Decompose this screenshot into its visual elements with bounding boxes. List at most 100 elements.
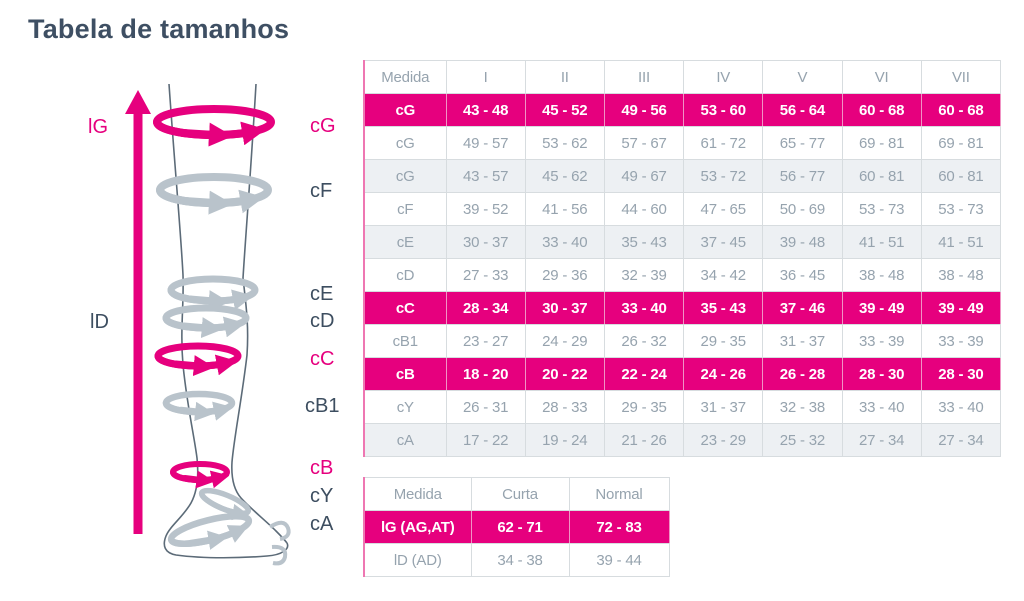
ribbon-cB [170,461,230,489]
table-row: cD 27 - 33 29 - 36 32 - 39 34 - 42 36 - … [363,258,1002,292]
size-cell: 24 - 26 [683,357,764,391]
ribbon-cB1 [162,390,236,422]
label-cG: cG [310,115,336,137]
size-cell: 34 - 38 [470,543,570,577]
size-cell: 50 - 69 [762,192,843,226]
size-cell: 39 - 52 [445,192,526,226]
size-cell: 53 - 73 [920,192,1002,226]
size-table-header-row: Medida I II III IV V VI VII [363,60,1002,94]
size-cell: 31 - 37 [762,324,843,358]
size-cell: 41 - 51 [920,225,1002,259]
size-cell: 49 - 57 [445,126,526,160]
size-cell: 26 - 31 [445,390,526,424]
size-cell: 23 - 27 [445,324,526,358]
size-cell: 69 - 81 [920,126,1002,160]
length-table-header-row: Medida Curta Normal [363,477,670,511]
size-cell: 49 - 56 [603,93,685,127]
size-cell: 33 - 39 [920,324,1002,358]
size-cell: 43 - 57 [445,159,526,193]
label-cC: cC [310,348,335,370]
row-label: cA [363,423,447,457]
col-header-normal: Normal [568,477,670,511]
length-table: Medida Curta Normal lG (AG,AT) 62 - 71 7… [363,477,670,577]
size-cell: 30 - 37 [524,291,605,325]
size-cell: 65 - 77 [762,126,843,160]
table-row: cG 43 - 57 45 - 62 49 - 67 53 - 72 56 - … [363,159,1002,193]
size-cell: 19 - 24 [524,423,605,457]
size-cell: 60 - 81 [920,159,1002,193]
size-cell: 32 - 38 [762,390,843,424]
size-cell: 43 - 48 [445,93,526,127]
size-cell: 35 - 43 [683,291,764,325]
label-cB: cB [310,457,334,479]
size-cell: 53 - 62 [524,126,605,160]
size-cell: 25 - 32 [762,423,843,457]
table-row: cC 28 - 34 30 - 37 33 - 40 35 - 43 37 - … [363,291,1002,325]
size-cell: 33 - 40 [920,390,1002,424]
ribbon-cY [198,487,252,521]
col-header-curta: Curta [470,477,570,511]
label-cF: cF [310,180,333,202]
col-header-medida: Medida [363,60,447,94]
size-cell: 53 - 73 [841,192,922,226]
size-cell: 34 - 42 [683,258,764,292]
size-cell: 29 - 35 [603,390,685,424]
size-cell: 18 - 20 [445,357,526,391]
size-cell: 57 - 67 [603,126,685,160]
size-cell: 39 - 49 [841,291,922,325]
size-cell: 33 - 40 [603,291,685,325]
size-cell: 38 - 48 [841,258,922,292]
table-row: lG (AG,AT) 62 - 71 72 - 83 [363,510,670,544]
row-label: cY [363,390,447,424]
row-label: cG [363,126,447,160]
size-cell: 60 - 81 [841,159,922,193]
size-cell: 72 - 83 [568,510,670,544]
size-cell: 60 - 68 [841,93,922,127]
table-row: cB 18 - 20 20 - 22 22 - 24 24 - 26 26 - … [363,357,1002,391]
size-cell: 45 - 62 [524,159,605,193]
row-label: lG (AG,AT) [363,510,472,544]
size-cell: 23 - 29 [683,423,764,457]
size-cell: 56 - 77 [762,159,843,193]
size-cell: 33 - 40 [524,225,605,259]
ribbon-cE [167,275,259,312]
col-header-VII: VII [920,60,1002,94]
row-label: cD [363,258,447,292]
size-cell: 39 - 44 [568,543,670,577]
table-row: lD (AD) 34 - 38 39 - 44 [363,543,670,577]
size-cell: 20 - 22 [524,357,605,391]
size-cell: 47 - 65 [683,192,764,226]
ribbon-cF [156,173,272,215]
table-row: cG 43 - 48 45 - 52 49 - 56 53 - 60 56 - … [363,93,1002,127]
size-cell: 38 - 48 [920,258,1002,292]
table-row: cY 26 - 31 28 - 33 29 - 35 31 - 37 32 - … [363,390,1002,424]
size-cell: 27 - 34 [841,423,922,457]
size-cell: 30 - 37 [445,225,526,259]
ribbon-cC [154,342,242,377]
size-cell: 53 - 60 [683,93,764,127]
leg-outline-shape [163,83,291,566]
size-cell: 21 - 26 [603,423,685,457]
col-header-II: II [524,60,605,94]
table-row: cF 39 - 52 41 - 56 44 - 60 47 - 65 50 - … [363,192,1002,226]
size-cell: 41 - 56 [524,192,605,226]
size-cell: 28 - 34 [445,291,526,325]
size-cell: 17 - 22 [445,423,526,457]
label-cB1: cB1 [305,395,340,417]
col-header-medida: Medida [363,477,472,511]
size-cell: 22 - 24 [603,357,685,391]
length-arrow [125,90,151,534]
ribbon-cG [153,105,275,147]
table-row: cA 17 - 22 19 - 24 21 - 26 23 - 29 25 - … [363,423,1002,457]
ribbon-cD [162,304,250,339]
col-header-III: III [603,60,685,94]
size-cell: 28 - 30 [841,357,922,391]
size-cell: 56 - 64 [762,93,843,127]
size-cell: 62 - 71 [470,510,570,544]
table-row: cE 30 - 37 33 - 40 35 - 43 37 - 45 39 - … [363,225,1002,259]
size-cell: 27 - 33 [445,258,526,292]
label-cA: cA [310,513,334,535]
size-cell: 28 - 33 [524,390,605,424]
